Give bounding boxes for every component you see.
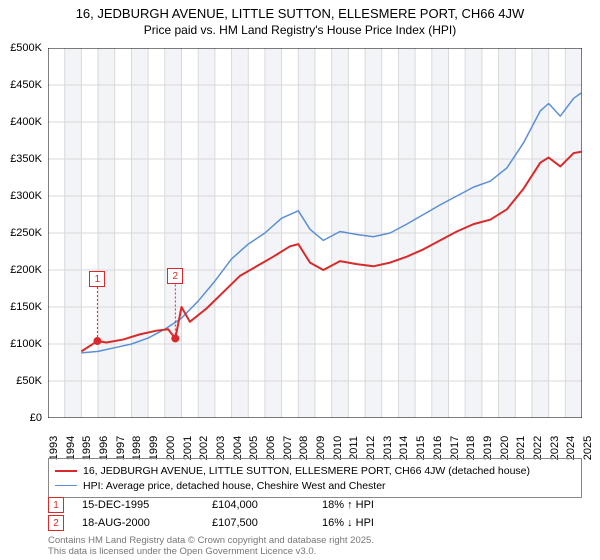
x-tick-label: 1999: [148, 436, 160, 460]
y-axis: £0£50K£100K£150K£200K£250K£300K£350K£400…: [0, 48, 44, 418]
y-tick-label: £50K: [16, 375, 42, 387]
y-tick-label: £400K: [10, 116, 42, 128]
y-tick-label: £450K: [10, 79, 42, 91]
y-tick-label: £350K: [10, 153, 42, 165]
legend-label: HPI: Average price, detached house, Ches…: [83, 480, 386, 492]
sale-date: 15-DEC-1995: [82, 499, 212, 511]
y-tick-label: £300K: [10, 190, 42, 202]
y-tick-label: £200K: [10, 264, 42, 276]
sales-table-row: 2 18-AUG-2000£107,50016% ↓ HPI: [48, 514, 582, 532]
x-tick-label: 1995: [81, 436, 93, 460]
x-tick-label: 2025: [582, 436, 594, 460]
plot-area: [48, 48, 582, 418]
x-tick-label: 2007: [282, 436, 294, 460]
y-tick-label: £0: [30, 412, 42, 424]
x-tick-label: 2023: [549, 436, 561, 460]
page-title: 16, JEDBURGH AVENUE, LITTLE SUTTON, ELLE…: [0, 0, 600, 21]
sale-marker-dot: [171, 334, 179, 342]
x-tick-label: 2016: [432, 436, 444, 460]
x-tick-label: 2015: [415, 436, 427, 460]
sale-number-box: 2: [48, 515, 64, 531]
x-tick-label: 1994: [65, 436, 77, 460]
x-tick-label: 2020: [499, 436, 511, 460]
x-tick-label: 2001: [182, 436, 194, 460]
sale-price: £104,000: [212, 499, 322, 511]
y-tick-label: £150K: [10, 301, 42, 313]
legend: 16, JEDBURGH AVENUE, LITTLE SUTTON, ELLE…: [48, 458, 582, 498]
x-tick-label: 2005: [248, 436, 260, 460]
sale-marker-dot: [93, 337, 101, 345]
x-tick-label: 2002: [198, 436, 210, 460]
y-tick-label: £100K: [10, 338, 42, 350]
x-tick-label: 2009: [315, 436, 327, 460]
sales-table: 1 15-DEC-1995£104,00018% ↑ HPI 2 18-AUG-200…: [48, 496, 582, 532]
x-tick-label: 2006: [265, 436, 277, 460]
sales-table-row: 1 15-DEC-1995£104,00018% ↑ HPI: [48, 496, 582, 514]
x-tick-label: 2022: [532, 436, 544, 460]
x-tick-label: 2008: [298, 436, 310, 460]
x-tick-label: 2010: [332, 436, 344, 460]
x-tick-label: 2011: [348, 436, 360, 460]
x-tick-label: 2019: [482, 436, 494, 460]
chart-svg: [48, 48, 582, 418]
legend-swatch: [55, 470, 77, 472]
sale-hpi-delta: 16% ↓ HPI: [322, 517, 442, 529]
x-tick-label: 2000: [165, 436, 177, 460]
legend-item: HPI: Average price, detached house, Ches…: [55, 478, 575, 493]
x-tick-label: 2024: [565, 436, 577, 460]
x-tick-label: 1996: [98, 436, 110, 460]
x-axis: 1993 1994 1995 1996 1997 1998 1999 2000 2001 2002…: [48, 420, 582, 460]
footnote: Contains HM Land Registry data © Crown c…: [48, 536, 374, 558]
x-tick-label: 2012: [365, 436, 377, 460]
x-tick-label: 2018: [465, 436, 477, 460]
x-tick-label: 2014: [398, 436, 410, 460]
x-tick-label: 1993: [48, 436, 60, 460]
y-tick-label: £500K: [10, 42, 42, 54]
x-tick-label: 2013: [382, 436, 394, 460]
x-tick-label: 2017: [449, 436, 461, 460]
chart-container: 16, JEDBURGH AVENUE, LITTLE SUTTON, ELLE…: [0, 0, 600, 560]
x-tick-label: 2004: [232, 436, 244, 460]
x-tick-label: 2021: [515, 436, 527, 460]
x-tick-label: 1998: [131, 436, 143, 460]
legend-label: 16, JEDBURGH AVENUE, LITTLE SUTTON, ELLE…: [83, 465, 530, 477]
x-tick-label: 1997: [115, 436, 127, 460]
sale-hpi-delta: 18% ↑ HPI: [322, 499, 442, 511]
sale-marker-label: 2: [167, 268, 183, 284]
sale-marker-label: 1: [89, 271, 105, 287]
x-tick-label: 2003: [215, 436, 227, 460]
sale-date: 18-AUG-2000: [82, 517, 212, 529]
sale-number-box: 1: [48, 497, 64, 513]
footnote-line: This data is licensed under the Open Gov…: [48, 547, 374, 558]
legend-swatch: [55, 485, 77, 487]
page-subtitle: Price paid vs. HM Land Registry's House …: [0, 21, 600, 37]
y-tick-label: £250K: [10, 227, 42, 239]
sale-price: £107,500: [212, 517, 322, 529]
legend-item: 16, JEDBURGH AVENUE, LITTLE SUTTON, ELLE…: [55, 463, 575, 478]
